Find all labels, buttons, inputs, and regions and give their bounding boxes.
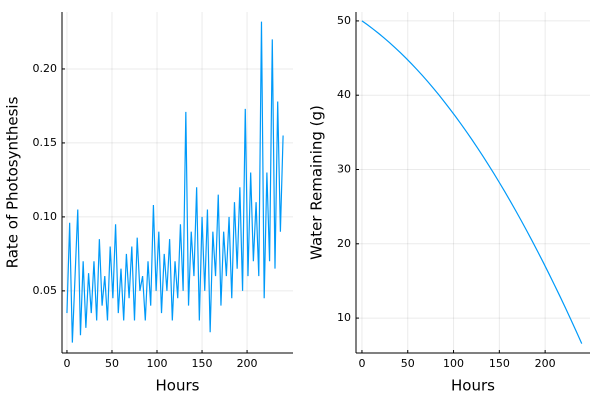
x-tick-label: 200 [237,357,258,370]
y-tick-label: 30 [337,162,351,175]
y-tick-label: 40 [337,88,351,101]
y-tick-label: 0.20 [33,62,58,75]
data-line [66,21,284,343]
y-tick-label: 0.05 [33,284,58,297]
y-tick-label: 50 [337,14,351,27]
y-tick-label: 10 [337,311,351,324]
y-tick-label: 20 [337,237,351,250]
x-axis-label: Hours [156,377,200,395]
y-axis-label: Water Remaining (g) [308,105,326,260]
x-tick-label: 150 [489,357,510,370]
x-tick-label: 0 [63,357,70,370]
data-line [361,20,583,344]
x-tick-label: 0 [358,357,365,370]
x-tick-label: 50 [105,357,119,370]
x-tick-label: 100 [147,357,168,370]
x-tick-label: 200 [535,357,556,370]
y-axis-label: Rate of Photosynthesis [4,96,22,268]
x-axis-label: Hours [451,377,495,395]
y-tick-label: 0.15 [33,136,58,149]
x-tick-label: 50 [401,357,415,370]
y-tick-label: 0.10 [33,210,58,223]
x-tick-label: 100 [443,357,464,370]
x-tick-label: 150 [192,357,213,370]
